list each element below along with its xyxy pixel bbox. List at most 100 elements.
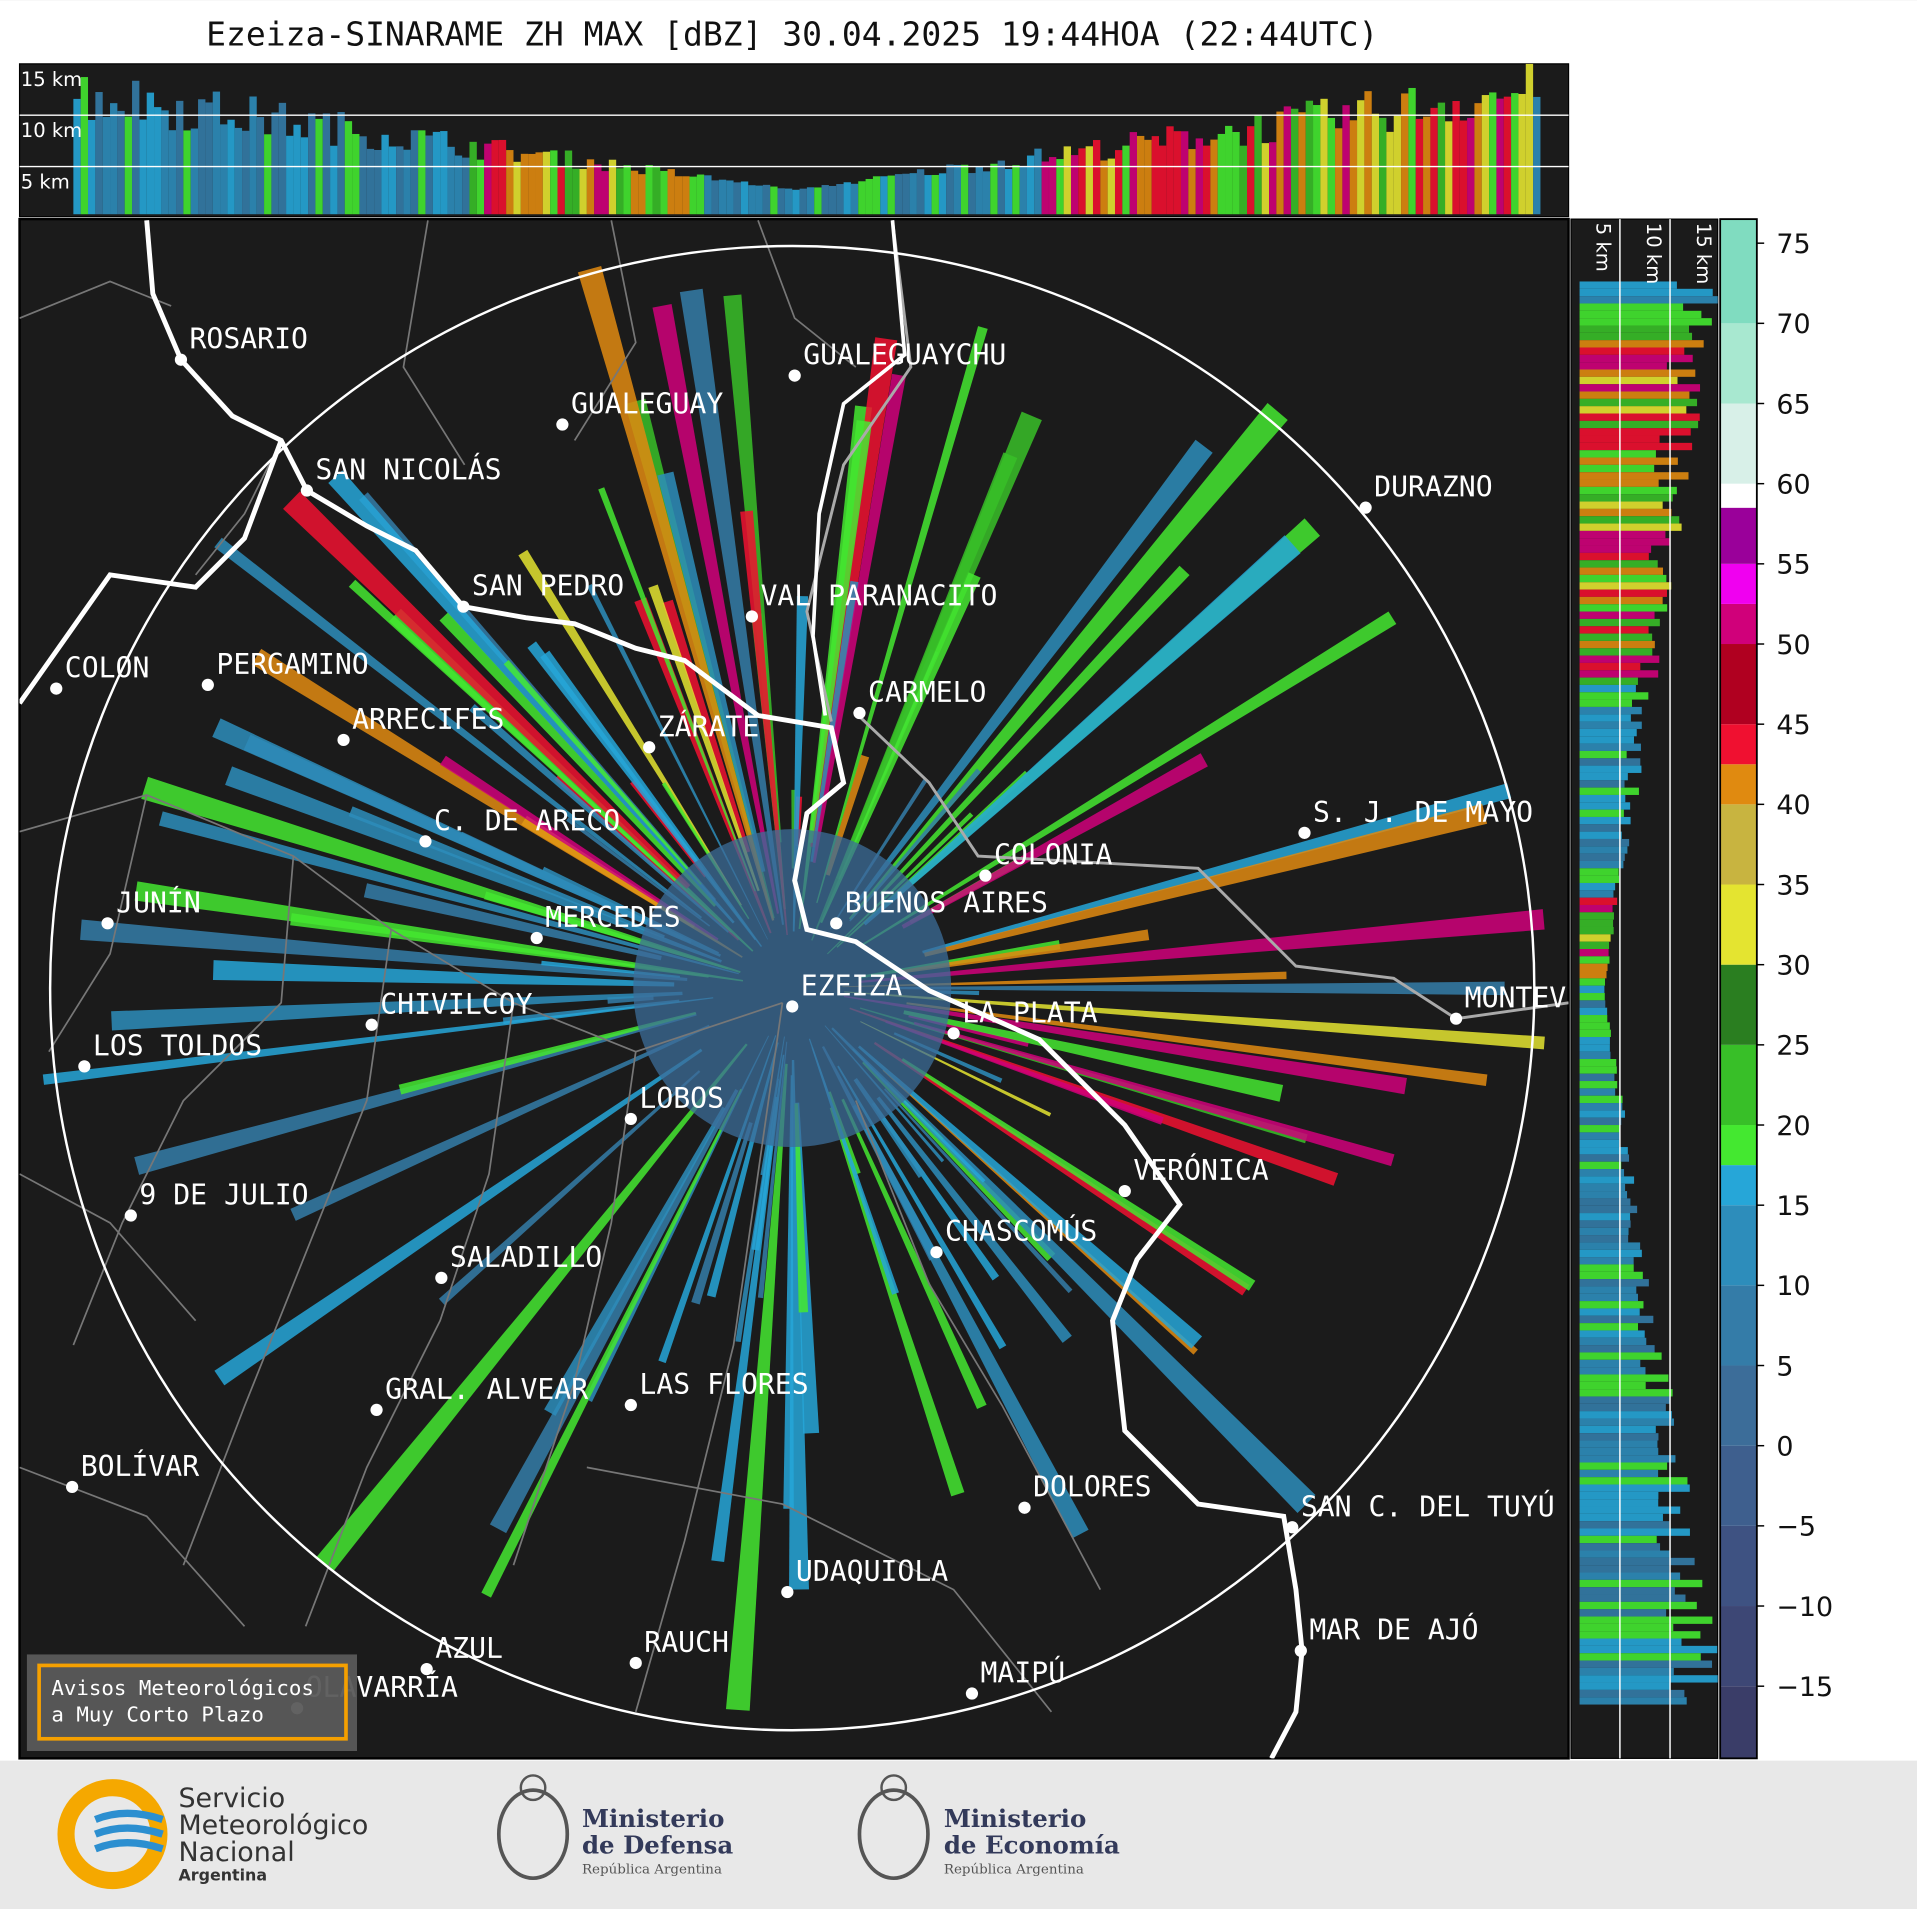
echo-ray [134, 1012, 697, 1175]
echo-ray [439, 612, 717, 907]
echo-column [1291, 108, 1299, 215]
logo-sun [519, 1774, 547, 1802]
colorbar-tick-label: 5 [1776, 1351, 1793, 1382]
echo-column [1364, 91, 1372, 215]
city-dot [50, 682, 63, 695]
echo-row [1579, 1110, 1625, 1118]
echo-row [1579, 809, 1624, 817]
warning-text: a Muy Corto Plazo [51, 1703, 264, 1727]
echo-row [1579, 875, 1620, 883]
echo-row [1579, 340, 1704, 348]
echo-row [1579, 582, 1672, 590]
city-dot [78, 1060, 91, 1073]
colorbar-band [1720, 1205, 1757, 1286]
echo-column [660, 170, 668, 215]
colorbar-band [1720, 884, 1757, 965]
echo-ray [679, 288, 785, 925]
city-dot [624, 1398, 637, 1412]
echo-row [1579, 574, 1667, 583]
colorbar-tick-label: 15 [1776, 1191, 1810, 1222]
echo-column [1430, 107, 1438, 215]
echo-ray [885, 1020, 1164, 1125]
boundaries [19, 220, 1569, 1713]
city-dot [788, 369, 801, 382]
height-label: 15 km [1692, 223, 1715, 284]
echo-row [1579, 1125, 1620, 1133]
colorbar-tick-label: 25 [1776, 1031, 1810, 1062]
echo-column [1107, 158, 1115, 215]
logo-waves [94, 1809, 164, 1853]
echo-column [1401, 93, 1409, 215]
echo-column [110, 103, 118, 215]
echo-column [1195, 138, 1204, 215]
echo-column [344, 121, 353, 215]
echo-ray [141, 776, 741, 973]
echo-ray [808, 420, 873, 844]
echo-column [1056, 159, 1064, 215]
echo-row [1579, 567, 1663, 575]
city-dot [124, 1209, 137, 1222]
echo-ray [328, 470, 735, 924]
echo-column [476, 159, 485, 215]
echo-row [1579, 860, 1624, 869]
city-dot [979, 869, 992, 882]
colorbar-band [1720, 603, 1757, 645]
city-dot [643, 741, 656, 754]
echo-column [1408, 87, 1416, 215]
colorbar-band [1720, 483, 1757, 508]
city-dot [370, 1403, 383, 1417]
echo-column [704, 175, 712, 215]
echo-row [1579, 1323, 1639, 1331]
echo-row [1579, 1491, 1659, 1500]
logo-text: Ministerio [582, 1804, 724, 1833]
city-label: LA PLATA [962, 996, 1097, 1029]
echo-column [1092, 140, 1101, 215]
logo-text: República Argentina [582, 1862, 722, 1877]
echo-column [916, 169, 925, 215]
echo-row [1579, 897, 1618, 905]
echo-row [1579, 413, 1700, 421]
city-label: SAN NICOLÁS [315, 453, 501, 487]
echo-column [1393, 115, 1402, 215]
echo-column [1474, 103, 1482, 215]
echo-row [1579, 1337, 1647, 1346]
echo-row [1579, 868, 1619, 876]
echo-row [1579, 934, 1611, 942]
warning-text: Avisos Meteorológicos [51, 1676, 314, 1700]
echo-column [1188, 149, 1196, 215]
echo-row [1579, 1132, 1621, 1140]
echo-column [608, 159, 617, 215]
echo-ray [725, 1063, 788, 1711]
echo-column [946, 164, 954, 215]
echo-row [1579, 1249, 1642, 1258]
echo-ray [691, 1121, 753, 1305]
echo-ray [315, 1043, 748, 1572]
echo-column [73, 98, 81, 215]
echo-row [1579, 1191, 1628, 1199]
city-label: PERGAMINO [216, 648, 368, 681]
echo-row [1579, 1381, 1646, 1390]
echo-row [1579, 1169, 1625, 1177]
echo-column [491, 140, 499, 215]
warning-box[interactable] [26, 1654, 357, 1752]
echo-column [366, 148, 375, 215]
echo-row [1579, 508, 1672, 517]
echo-row [1579, 882, 1616, 891]
echo-row [1579, 1667, 1674, 1676]
city-dot [745, 610, 758, 623]
echo-column [1320, 98, 1328, 215]
city-label: RAUCH [644, 1626, 729, 1659]
city-dot [1018, 1501, 1031, 1514]
city-label: SAN C. DEL TUYÚ [1301, 1489, 1555, 1523]
echo-column [872, 176, 881, 215]
echo-column [498, 139, 507, 215]
echo-row [1579, 347, 1685, 355]
echo-column [381, 134, 389, 215]
echo-row [1579, 303, 1684, 311]
echo-row [1579, 1389, 1673, 1397]
echo-row [1579, 956, 1610, 964]
echo-column [535, 152, 543, 215]
echo-column [1181, 131, 1189, 215]
echo-row [1579, 985, 1605, 994]
colorbar-band [1720, 1125, 1757, 1166]
